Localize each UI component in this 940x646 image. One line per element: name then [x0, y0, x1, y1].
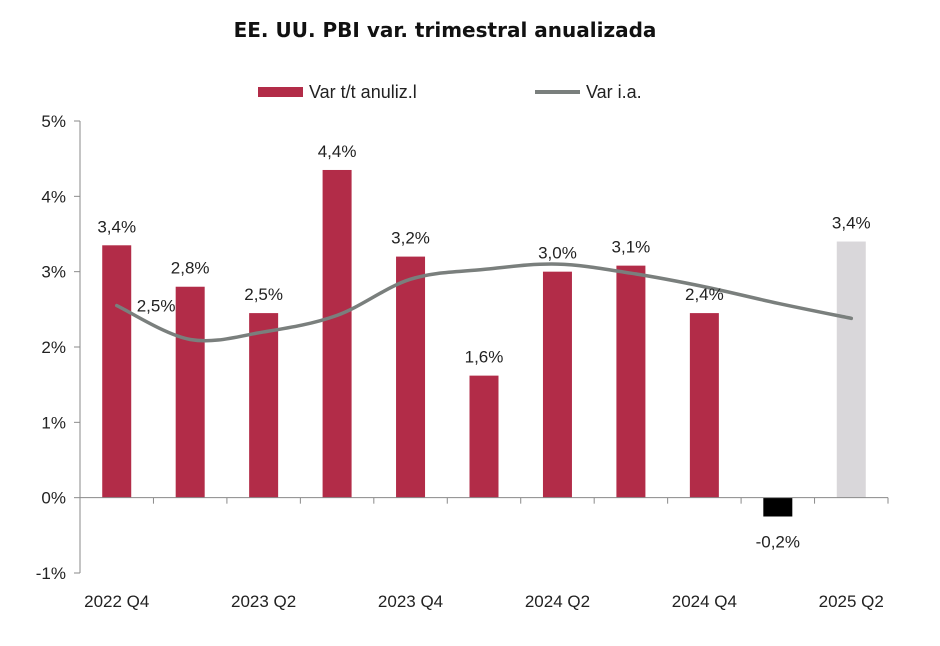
y-tick-label: 2% — [41, 338, 66, 357]
series-line — [114, 262, 854, 343]
y-tick-label: 5% — [41, 112, 66, 131]
bar — [175, 286, 205, 498]
x-tick-label: 2024 Q4 — [672, 592, 737, 611]
legend-bar-swatch — [258, 87, 303, 97]
bar-data-label: 3,2% — [391, 229, 430, 248]
bar-data-label: 1,6% — [465, 348, 504, 367]
legend-label: Var t/t anuliz.l — [309, 82, 417, 102]
bar-data-label: 3,4% — [832, 214, 871, 233]
x-tick-label: 2024 Q2 — [525, 592, 590, 611]
y-tick-label: -1% — [36, 564, 66, 583]
y-tick-label: 1% — [41, 413, 66, 432]
legend-label: Var i.a. — [586, 82, 642, 102]
bar-data-label: 2,8% — [171, 259, 210, 278]
bar-data-label: -0,2% — [756, 533, 800, 552]
bar — [469, 375, 499, 498]
bar — [396, 256, 426, 498]
bar — [836, 241, 866, 498]
chart-title: EE. UU. PBI var. trimestral anualizada — [233, 18, 657, 42]
bar-data-label: 4,4% — [318, 142, 357, 161]
bar-data-label: 3,1% — [612, 238, 651, 257]
y-tick-label: 4% — [41, 187, 66, 206]
bar-data-label: 2,4% — [685, 285, 724, 304]
bar — [689, 313, 719, 498]
y-tick-label: 3% — [41, 263, 66, 282]
line-data-label: 2,5% — [137, 297, 176, 316]
y-tick-label: 0% — [41, 489, 66, 508]
bar — [542, 271, 572, 498]
bar-data-label: 3,4% — [97, 217, 136, 236]
x-tick-label: 2023 Q4 — [378, 592, 443, 611]
bar-data-label: 3,0% — [538, 244, 577, 263]
bar-data-label: 2,5% — [244, 285, 283, 304]
bar — [102, 245, 132, 498]
bar — [616, 265, 646, 498]
bar — [249, 313, 279, 498]
x-tick-label: 2025 Q2 — [819, 592, 884, 611]
x-tick-label: 2022 Q4 — [84, 592, 149, 611]
x-tick-label: 2023 Q2 — [231, 592, 296, 611]
bar — [763, 497, 793, 517]
bar — [322, 169, 352, 498]
